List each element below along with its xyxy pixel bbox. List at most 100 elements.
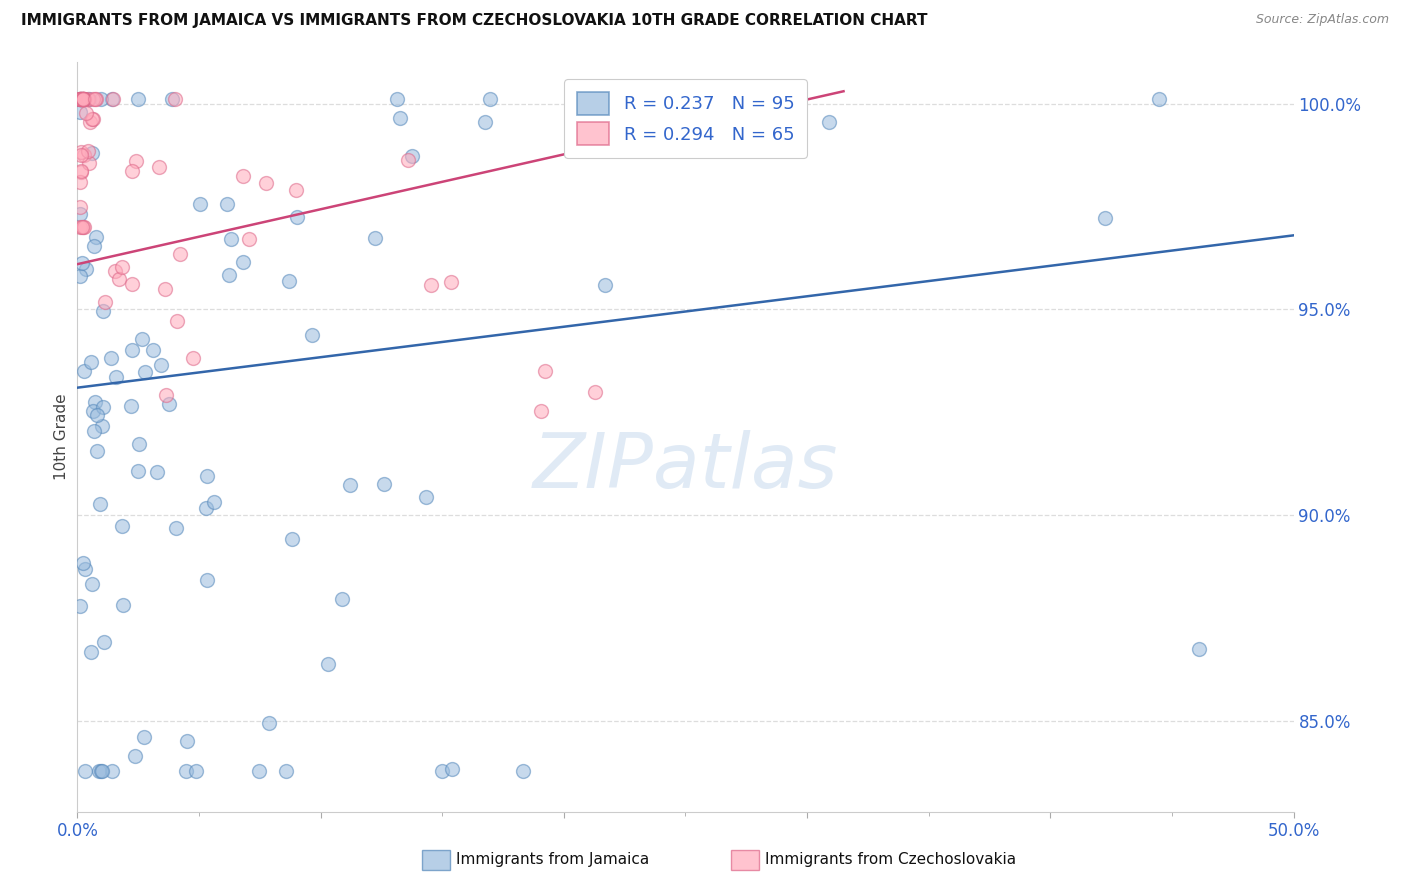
Point: [373, 477, 395, 491]
Point: [73, 93, 96, 107]
Point: [111, 260, 134, 274]
Point: [285, 211, 308, 225]
Point: [121, 164, 143, 178]
Point: [86, 93, 108, 107]
Point: [401, 148, 423, 162]
Point: [76, 106, 98, 120]
Point: [79, 644, 101, 658]
Point: [69, 93, 91, 107]
Point: [90, 93, 112, 107]
Point: [75, 262, 97, 277]
Point: [363, 230, 385, 244]
Point: [218, 268, 240, 282]
Point: [183, 351, 205, 365]
Point: [396, 153, 419, 167]
Point: [80, 146, 103, 161]
Point: [82, 404, 104, 418]
Point: [82, 112, 104, 127]
Point: [232, 169, 254, 183]
Point: [165, 520, 187, 534]
Point: [69, 105, 91, 120]
Point: [69, 599, 91, 613]
Point: [817, 115, 839, 129]
Point: [75, 764, 97, 778]
Point: [69, 207, 91, 221]
Point: [79, 115, 101, 129]
Point: [301, 328, 323, 343]
Point: [254, 176, 277, 190]
Point: [479, 93, 502, 107]
Point: [657, 99, 679, 113]
Point: [121, 277, 143, 291]
Point: [69, 93, 91, 107]
Point: [70, 93, 93, 107]
Point: [70, 220, 93, 235]
Point: [134, 730, 156, 744]
Point: [73, 561, 96, 575]
Point: [72, 93, 94, 107]
Point: [72, 256, 94, 270]
Point: [70, 93, 93, 107]
Point: [316, 657, 339, 671]
Point: [90, 764, 112, 778]
Point: [1094, 211, 1116, 225]
Point: [430, 764, 453, 778]
Point: [77, 144, 100, 158]
Point: [145, 465, 167, 479]
Point: [82, 577, 104, 591]
Point: [215, 196, 238, 211]
Point: [73, 148, 96, 162]
Point: [281, 532, 304, 546]
Point: [72, 93, 94, 107]
Point: [440, 762, 463, 776]
Point: [169, 247, 191, 261]
Point: [259, 716, 281, 731]
Point: [73, 93, 96, 107]
Point: [134, 365, 156, 379]
Point: [76, 93, 98, 107]
Point: [91, 418, 114, 433]
Point: [72, 93, 94, 107]
Point: [419, 277, 441, 292]
Point: [79, 93, 101, 107]
Point: [93, 635, 115, 649]
Text: IMMIGRANTS FROM JAMAICA VS IMMIGRANTS FROM CZECHOSLOVAKIA 10TH GRADE CORRELATION: IMMIGRANTS FROM JAMAICA VS IMMIGRANTS FR…: [21, 13, 928, 29]
Point: [148, 160, 170, 174]
Point: [640, 93, 662, 107]
Point: [583, 385, 606, 400]
Point: [512, 764, 534, 778]
Point: [285, 183, 308, 197]
Point: [195, 500, 218, 515]
Point: [593, 277, 616, 292]
Point: [80, 355, 103, 369]
Point: [101, 93, 124, 107]
Point: [202, 495, 225, 509]
Point: [176, 734, 198, 748]
Text: Immigrants from Jamaica: Immigrants from Jamaica: [456, 853, 648, 867]
Point: [184, 764, 207, 778]
Text: ZIPatlas: ZIPatlas: [533, 430, 838, 504]
Point: [150, 358, 173, 372]
Point: [69, 93, 91, 107]
Point: [91, 304, 114, 318]
Point: [86, 408, 108, 422]
Point: [101, 764, 124, 778]
Point: [69, 164, 91, 178]
Point: [73, 364, 96, 378]
Point: [125, 153, 148, 168]
Point: [69, 268, 91, 283]
Point: [153, 282, 176, 296]
Point: [197, 469, 219, 483]
Point: [277, 274, 299, 288]
Point: [87, 764, 110, 778]
Point: [93, 295, 115, 310]
Point: [83, 425, 105, 439]
Point: [86, 444, 108, 458]
Point: [111, 598, 134, 612]
Point: [69, 93, 91, 107]
Point: [195, 573, 218, 587]
Point: [120, 399, 142, 413]
Point: [69, 175, 91, 189]
Point: [70, 148, 93, 162]
Point: [1188, 641, 1211, 656]
